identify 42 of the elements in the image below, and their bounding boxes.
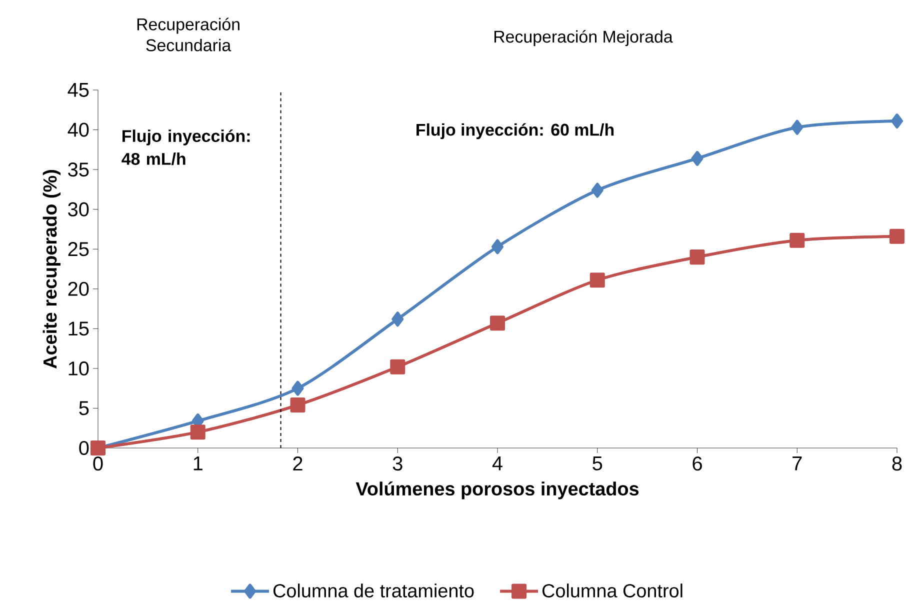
point — [691, 150, 704, 166]
y-tick-label: 10 — [68, 361, 89, 376]
x-tick-label: 5 — [592, 456, 602, 470]
legend-label: Columna de tratamiento — [273, 584, 474, 598]
annotation: Flujo inyección: 60 mL/h — [416, 123, 614, 140]
x-tick-label: 2 — [293, 456, 302, 470]
point — [290, 398, 306, 413]
point — [390, 359, 406, 374]
point — [891, 114, 904, 129]
text: Recuperación Secundaria — [137, 18, 240, 52]
y-axis-title: Aceite recuperado (%) — [42, 170, 60, 368]
point — [690, 250, 705, 265]
x-tick-label: 3 — [392, 456, 402, 471]
y-tick-label: 15 — [68, 322, 89, 336]
point — [790, 232, 805, 248]
y-tick-label: 0 — [79, 440, 89, 456]
y-tick-label: 20 — [68, 282, 89, 296]
x-tick-label: 1 — [194, 456, 202, 470]
y-tick-label: 40 — [68, 122, 89, 137]
y-tick-label: 35 — [68, 162, 89, 177]
y-tick-label: 25 — [68, 242, 89, 256]
point — [890, 228, 905, 244]
point — [591, 182, 604, 198]
legend-label: Columna Control — [542, 584, 682, 598]
y-tick-label: 45 — [68, 83, 89, 97]
y-tick-label: 30 — [68, 202, 89, 216]
x-axis-title: Volúmenes porosos inyectados — [356, 481, 639, 500]
x-tick-label: 0 — [93, 456, 103, 471]
y-tick-label: 5 — [79, 401, 89, 416]
point — [590, 272, 605, 288]
point — [492, 239, 504, 254]
point — [392, 312, 404, 327]
point — [791, 120, 804, 135]
point — [190, 424, 206, 440]
text: Recuperación Mejorada — [494, 30, 673, 46]
x-tick-label: 7 — [792, 456, 802, 470]
annotation: Flujo inyección: 48 mL/h — [122, 129, 250, 166]
x-tick-label: 4 — [492, 456, 502, 470]
x-tick-label: 6 — [692, 456, 702, 471]
x-tick-label: 8 — [892, 456, 902, 471]
point — [490, 316, 506, 331]
point — [292, 380, 304, 396]
